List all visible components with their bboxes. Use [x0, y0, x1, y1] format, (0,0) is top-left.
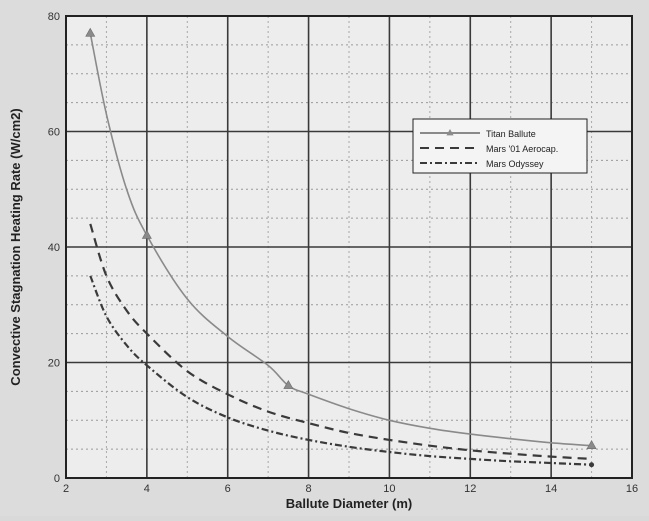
x-tick-label: 8	[306, 483, 312, 495]
x-tick-label: 12	[464, 483, 476, 495]
x-tick-label: 14	[545, 483, 557, 495]
legend-item: Titan Ballute	[420, 129, 536, 139]
grid	[66, 16, 632, 478]
data-point-marker	[283, 379, 294, 389]
legend-marker	[446, 129, 454, 136]
legend-item: Mars Odyssey	[420, 159, 544, 169]
x-tick-label: 16	[626, 483, 638, 495]
x-tick-label: 10	[383, 483, 395, 495]
series-1	[85, 27, 597, 449]
x-tick-label: 6	[225, 483, 231, 495]
y-tick-label: 40	[48, 242, 60, 254]
y-tick-label: 80	[48, 11, 60, 23]
legend-label: Titan Ballute	[486, 129, 536, 139]
data-point-marker	[85, 27, 96, 37]
y-tick-label: 60	[48, 127, 60, 139]
y-tick-label: 20	[48, 358, 60, 370]
data-point-marker	[586, 440, 597, 449]
x-axis-label: Ballute Diameter (m)	[286, 496, 412, 511]
x-tick-label: 2	[63, 483, 69, 495]
y-axis-label: Convective Stagnation Heating Rate (W/cm…	[8, 108, 23, 385]
legend-label: Mars '01 Aerocap.	[486, 144, 558, 154]
y-tick-label: 0	[54, 473, 60, 485]
series-line	[89, 275, 592, 466]
data-point-marker	[141, 229, 152, 239]
series	[85, 27, 597, 468]
x-tick-label: 4	[144, 483, 150, 495]
legend: Titan Ballute Mars '01 Aerocap. Mars Odyss…	[412, 118, 588, 174]
data-point-marker	[589, 462, 595, 468]
legend-label: Mars Odyssey	[486, 159, 544, 169]
axes: 2 4 6 8 10 12 14 16 0 20 40 60 80	[48, 11, 638, 495]
legend-item: Mars '01 Aerocap.	[420, 144, 558, 154]
series-3	[89, 275, 595, 468]
plot-frame	[65, 15, 633, 479]
